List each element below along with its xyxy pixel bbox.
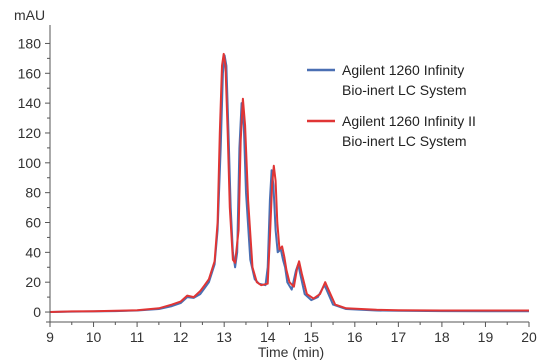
y-tick-label: 140: [18, 95, 42, 111]
x-tick-label: 14: [260, 329, 276, 345]
legend: Agilent 1260 Infinity Bio-inert LC System…: [307, 62, 476, 149]
y-tick-label: 160: [18, 65, 42, 81]
x-tick-label: 11: [130, 329, 145, 345]
x-tick-label: 19: [478, 329, 494, 345]
y-tick-label: 60: [25, 215, 41, 231]
y-tick-label: 80: [25, 185, 41, 201]
y-tick-label: 20: [25, 274, 41, 290]
y-axis-title: mAU: [14, 7, 45, 23]
x-axis-title: Time (min): [258, 344, 324, 360]
x-tick-label: 12: [173, 329, 189, 345]
x-tick-label: 16: [347, 329, 363, 345]
y-tick-label: 120: [18, 125, 42, 141]
x-tick-label: 20: [521, 329, 537, 345]
x-tick-label: 9: [46, 329, 54, 345]
y-tick-label: 40: [25, 244, 41, 260]
x-tick-label: 17: [391, 329, 407, 345]
x-tick-label: 10: [86, 329, 102, 345]
legend-label: Bio-inert LC System: [342, 82, 466, 98]
y-axis: 0 20 40 60 80 100 120 140 160 180: [18, 25, 51, 322]
y-tick-label: 0: [33, 304, 41, 320]
y-tick-label: 180: [18, 35, 42, 51]
x-tick-label: 18: [434, 329, 450, 345]
x-tick-label: 13: [216, 329, 232, 345]
legend-label: Agilent 1260 Infinity II: [342, 113, 476, 129]
legend-label: Bio-inert LC System: [342, 133, 466, 149]
series-line-1260-infinity-ii: [49, 52, 529, 313]
plot-area: [49, 52, 529, 313]
x-tick-label: 15: [303, 329, 319, 345]
legend-label: Agilent 1260 Infinity: [342, 62, 464, 78]
y-tick-label: 100: [18, 155, 42, 171]
x-axis: 9 10 11 12 13 14 15 16 17 18 19 20: [46, 321, 537, 345]
